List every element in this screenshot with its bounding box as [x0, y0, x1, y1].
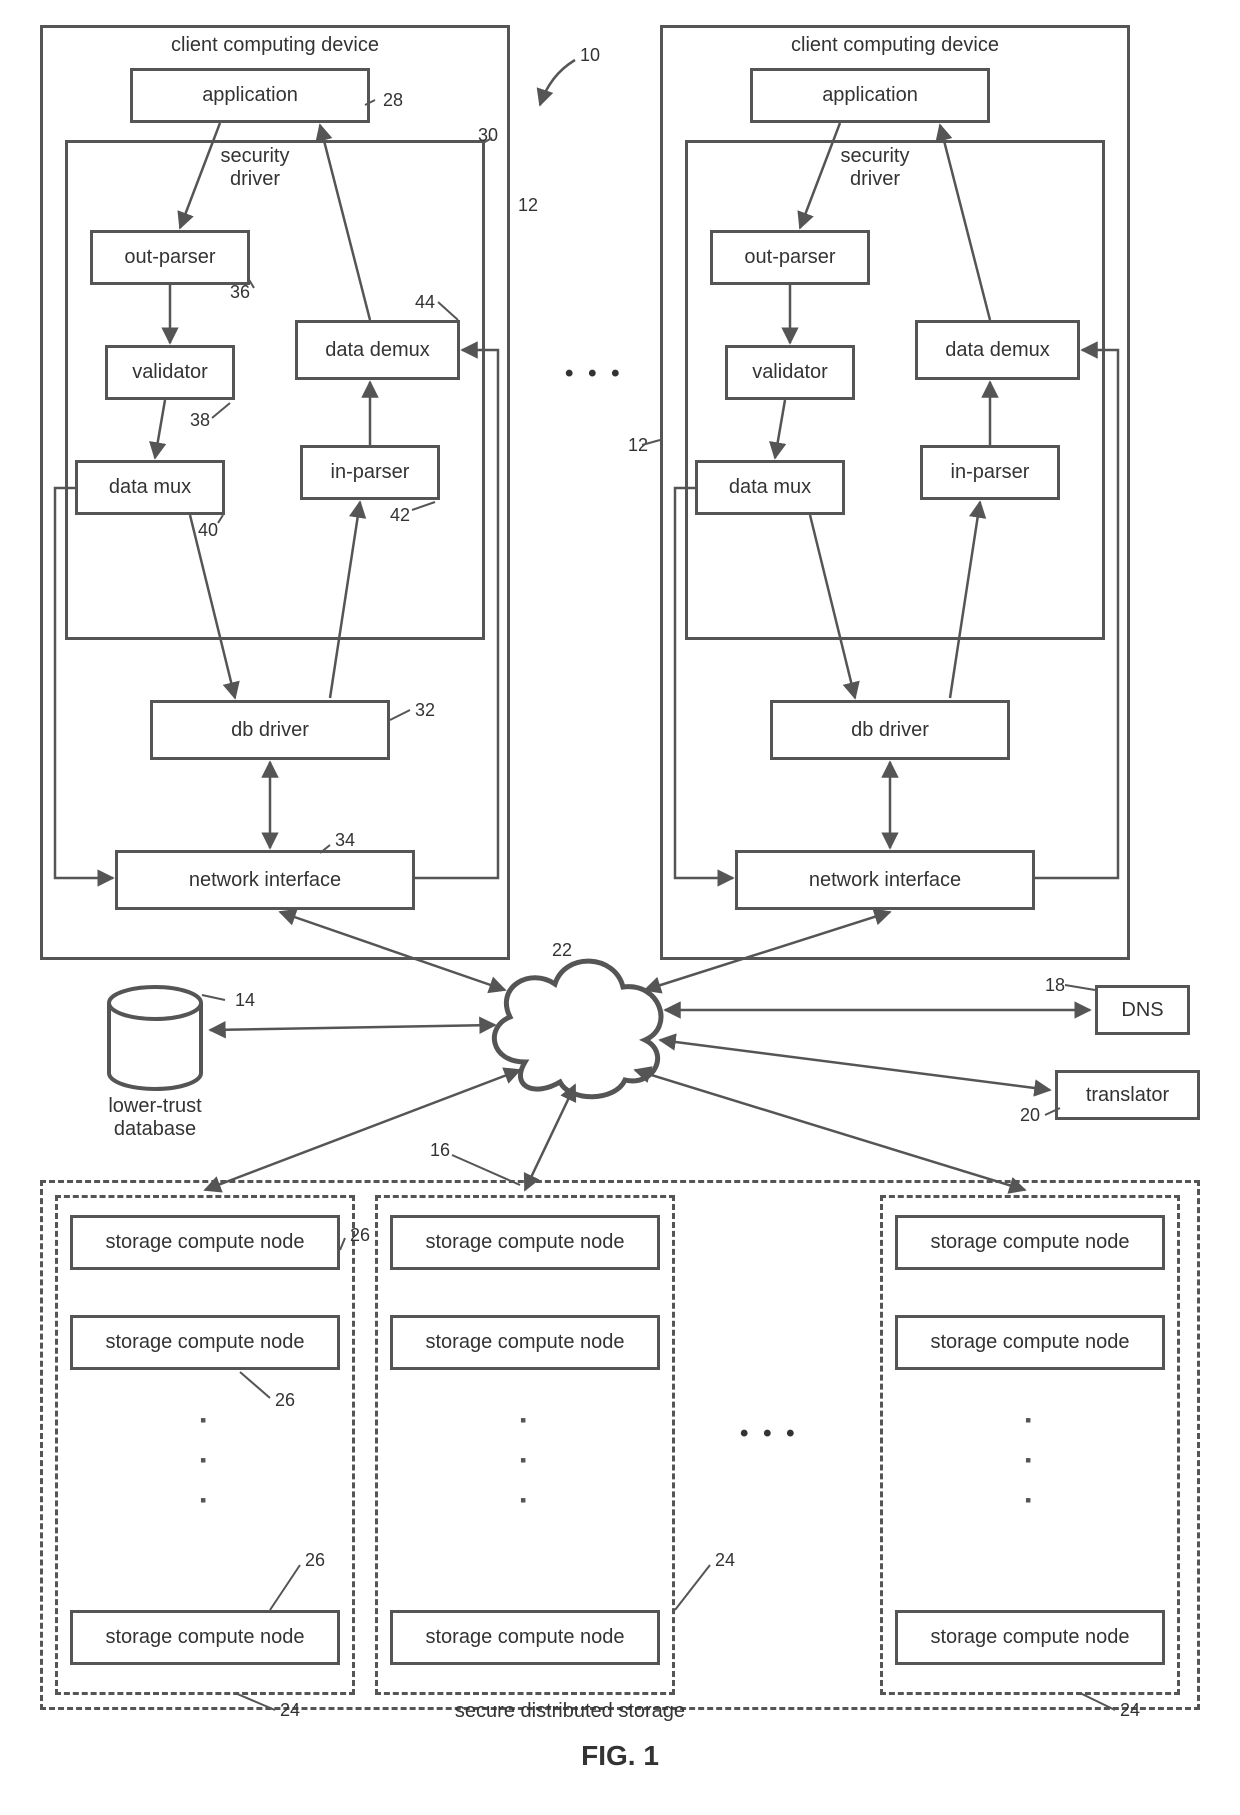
security-driver-right-label: security driver: [815, 145, 935, 191]
ref-30: 30: [478, 125, 498, 146]
storage-node: storage compute node: [390, 1215, 660, 1270]
in-parser-left: in-parser: [300, 445, 440, 500]
out-parser-left-label: out-parser: [124, 246, 215, 269]
translator-box: translator: [1055, 1070, 1200, 1120]
storage-node: storage compute node: [390, 1315, 660, 1370]
ref-32: 32: [415, 700, 435, 721]
translator-label: translator: [1086, 1084, 1169, 1107]
ref-24c: 24: [1120, 1700, 1140, 1721]
application-left: application: [130, 68, 370, 123]
ref-18: 18: [1045, 975, 1065, 996]
secure-storage-label: secure distributed storage: [420, 1700, 720, 1723]
out-parser-right: out-parser: [710, 230, 870, 285]
network-interface-right-label: network interface: [809, 869, 961, 892]
ref-26c: 26: [305, 1550, 325, 1571]
db-driver-right: db driver: [770, 700, 1010, 760]
vdots-col2: ▪▪▪: [520, 1400, 526, 1520]
data-demux-right-label: data demux: [945, 339, 1050, 362]
db-driver-left-label: db driver: [231, 719, 309, 742]
ref-42: 42: [390, 505, 410, 526]
ref-26a: 26: [350, 1225, 370, 1246]
application-left-label: application: [202, 84, 298, 107]
lower-trust-db-icon: [105, 985, 205, 1095]
ref-16: 16: [430, 1140, 450, 1161]
ref-22: 22: [552, 940, 572, 961]
ref-38: 38: [190, 410, 210, 431]
validator-left-label: validator: [132, 361, 208, 384]
data-mux-right-label: data mux: [729, 476, 811, 499]
application-right: application: [750, 68, 990, 123]
db-driver-right-label: db driver: [851, 719, 929, 742]
client-title-right: client computing device: [791, 34, 999, 57]
ref-24b: 24: [715, 1550, 735, 1571]
network-interface-right: network interface: [735, 850, 1035, 910]
data-demux-right: data demux: [915, 320, 1080, 380]
ref-44: 44: [415, 292, 435, 313]
ref-20: 20: [1020, 1105, 1040, 1126]
data-mux-left: data mux: [75, 460, 225, 515]
db-driver-left: db driver: [150, 700, 390, 760]
ref-12a: 12: [518, 195, 538, 216]
dns-box: DNS: [1095, 985, 1190, 1035]
ref-34: 34: [335, 830, 355, 851]
vdots-col3: ▪▪▪: [1025, 1400, 1031, 1520]
data-demux-left-label: data demux: [325, 339, 430, 362]
storage-node: storage compute node: [895, 1315, 1165, 1370]
ref-28: 28: [383, 90, 403, 111]
cloud-icon: [475, 942, 675, 1102]
in-parser-right: in-parser: [920, 445, 1060, 500]
validator-left: validator: [105, 345, 235, 400]
network-interface-left: network interface: [115, 850, 415, 910]
validator-right: validator: [725, 345, 855, 400]
in-parser-left-label: in-parser: [331, 461, 410, 484]
client-title-left: client computing device: [171, 34, 379, 57]
ref-26b: 26: [275, 1390, 295, 1411]
ref-14: 14: [235, 990, 255, 1011]
storage-node: storage compute node: [70, 1315, 340, 1370]
ref-24a: 24: [280, 1700, 300, 1721]
storage-node: storage compute node: [70, 1215, 340, 1270]
network-interface-left-label: network interface: [189, 869, 341, 892]
data-mux-right: data mux: [695, 460, 845, 515]
storage-node: storage compute node: [895, 1215, 1165, 1270]
ref-36: 36: [230, 282, 250, 303]
out-parser-left: out-parser: [90, 230, 250, 285]
storage-node: storage compute node: [895, 1610, 1165, 1665]
vdots-col1: ▪▪▪: [200, 1400, 206, 1520]
dns-label: DNS: [1121, 999, 1163, 1022]
diagram-canvas: client computing device application secu…: [20, 20, 1220, 1790]
ref-10: 10: [580, 45, 600, 66]
application-right-label: application: [822, 84, 918, 107]
figure-label: FIG. 1: [20, 1740, 1220, 1772]
ellipsis-storage: • • •: [740, 1420, 799, 1448]
lower-trust-db-label: lower-trust database: [75, 1095, 235, 1141]
in-parser-right-label: in-parser: [951, 461, 1030, 484]
storage-node: storage compute node: [390, 1610, 660, 1665]
out-parser-right-label: out-parser: [744, 246, 835, 269]
ref-40: 40: [198, 520, 218, 541]
ref-12b: 12: [628, 435, 648, 456]
security-driver-left-label: security driver: [195, 145, 315, 191]
validator-right-label: validator: [752, 361, 828, 384]
data-demux-left: data demux: [295, 320, 460, 380]
storage-node: storage compute node: [70, 1610, 340, 1665]
ellipsis-clients: • • •: [565, 360, 624, 388]
data-mux-left-label: data mux: [109, 476, 191, 499]
